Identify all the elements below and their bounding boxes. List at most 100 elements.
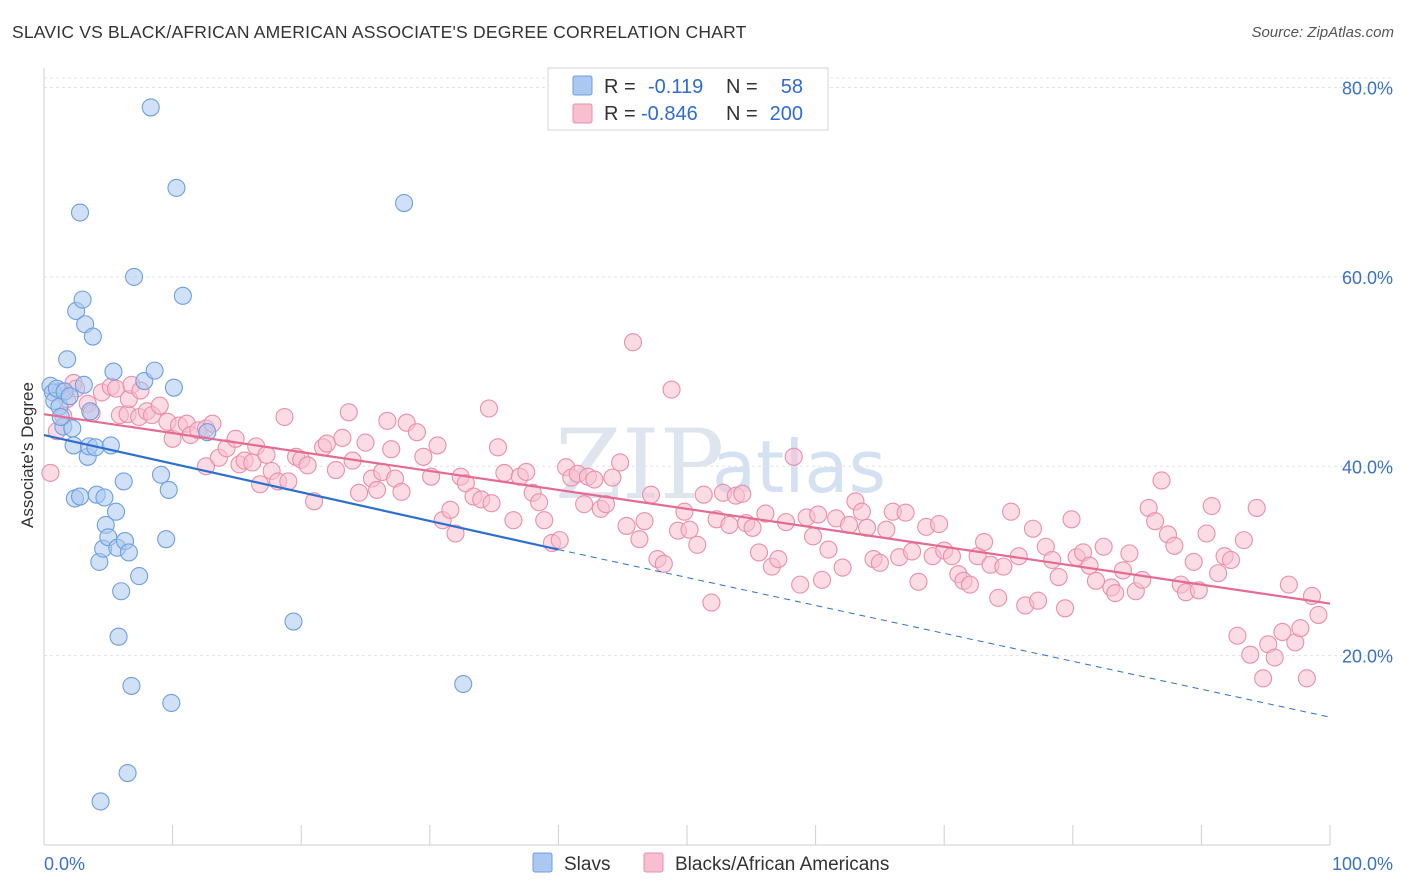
point-black-african-american [1209,564,1228,583]
point-black-african-american [694,485,713,504]
point-black-african-american [975,532,994,552]
point-black-african-american [350,483,369,502]
point-black-african-american [275,407,294,427]
point-black-african-american [368,480,387,499]
point-black-african-american [298,456,317,475]
point-black-african-american [333,428,352,447]
point-slavs [60,387,79,406]
point-black-african-american [392,482,411,501]
point-black-african-american [441,500,460,519]
point-black-african-american [675,502,694,521]
point-slavs [112,582,131,601]
point-black-african-american [150,396,169,415]
point-black-african-american [819,540,838,559]
point-black-african-american [1265,648,1284,667]
point-black-african-american [680,520,699,539]
point-slavs [114,472,133,491]
point-black-african-american [749,543,769,562]
point-black-african-american [495,463,514,482]
point-black-african-american [1234,531,1253,550]
point-slavs [70,203,90,222]
chart-title: SLAVIC VS BLACK/AFRICAN AMERICAN ASSOCIA… [12,22,747,42]
point-black-african-american [641,485,661,504]
point-slavs [167,178,186,197]
point-black-african-american [930,514,949,534]
point-black-african-american [942,547,961,566]
point-black-african-american [1146,512,1165,531]
point-slavs [104,362,123,381]
point-black-african-american [535,511,554,530]
point-black-african-american [550,531,569,550]
point-black-african-american [994,557,1013,576]
point-slavs [81,402,100,421]
point-black-african-american [257,445,276,464]
point-black-african-american [226,429,245,448]
bottom-legend-label-black: Blacks/African Americans [675,854,889,875]
point-black-african-american [1023,519,1042,538]
trend-lines [43,413,1331,718]
point-black-african-american [702,593,721,612]
point-black-african-american [1043,550,1062,570]
point-black-african-american [1202,496,1221,516]
point-black-african-american [1080,556,1099,575]
y-tick-label: 20.0% [1342,647,1393,667]
point-black-african-american [1184,552,1203,571]
point-slavs [74,375,93,394]
point-black-african-american [1197,524,1216,543]
y-tick-label: 40.0% [1342,457,1393,477]
point-black-african-american [585,470,604,489]
point-black-african-american [1062,510,1081,529]
point-black-african-american [482,494,501,513]
bottom-legend-label-slavs: Slavs [564,854,610,875]
point-black-african-american [733,484,752,503]
point-slavs [395,193,414,213]
legend-box: R = -0.119 N = 58 R = -0.846 N = 200 [547,67,829,131]
point-black-african-american [909,572,928,591]
point-slavs [106,502,126,521]
point-black-african-american [877,520,896,539]
point-slavs [109,627,128,646]
axes [43,68,1331,846]
point-black-african-american [960,575,979,594]
point-black-african-american [720,515,739,535]
point-slavs [157,530,176,549]
point-slavs [162,693,181,713]
legend-n-value: 58 [781,76,803,98]
point-black-african-american [1049,567,1068,587]
point-black-african-american [654,554,673,573]
point-black-african-american [317,434,336,453]
legend-r-label: R = [604,103,636,125]
series-black-african-american-points [41,333,1328,688]
point-slavs [58,350,77,369]
point-black-african-american [41,463,60,482]
point-slavs [95,488,114,507]
point-black-african-american [1241,645,1260,664]
point-black-african-american [603,468,622,487]
point-black-african-american [769,550,788,569]
bottom-legend-swatch-black [643,852,664,873]
point-black-african-american [382,440,401,459]
point-slavs [159,480,178,499]
point-black-african-american [852,502,871,521]
bottom-legend: Slavs Blacks/African Americans [532,852,889,875]
x-tick-labels: 0.0% 100.0% [44,854,1393,874]
point-black-african-american [356,433,375,452]
bottom-legend-swatch-slavs [532,852,553,873]
point-black-african-american [1189,581,1208,600]
point-black-african-american [596,495,616,514]
point-slavs [91,792,110,811]
point-black-african-american [517,462,536,481]
point-black-african-american [504,511,523,530]
point-slavs [151,465,171,484]
source-label: Source: ZipAtlas.com [1251,24,1394,41]
point-black-african-american [1094,537,1113,556]
point-black-african-american [479,399,499,418]
point-black-african-american [662,380,681,399]
point-black-african-american [1291,619,1310,638]
point-black-african-american [809,505,828,524]
y-tick-label: 60.0% [1342,268,1393,288]
point-slavs [173,286,192,305]
point-black-african-american [1002,502,1021,521]
legend-n-label: N = [726,76,758,98]
point-black-african-american [446,524,465,543]
